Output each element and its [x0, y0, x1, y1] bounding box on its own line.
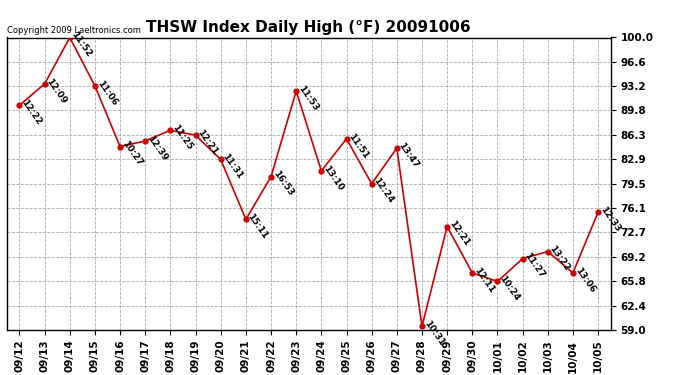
Text: 13:47: 13:47 [397, 141, 421, 170]
Text: 15:11: 15:11 [246, 212, 270, 241]
Text: 11:25: 11:25 [170, 123, 194, 152]
Point [39, 81, 50, 87]
Point [593, 209, 604, 215]
Point [190, 132, 201, 138]
Point [466, 270, 477, 276]
Text: 11:51: 11:51 [346, 132, 371, 160]
Point [542, 249, 553, 255]
Point [567, 270, 578, 276]
Point [266, 174, 277, 180]
Text: 11:06: 11:06 [95, 79, 119, 107]
Point [442, 224, 453, 230]
Text: 13:22: 13:22 [548, 244, 571, 273]
Text: 11:53: 11:53 [296, 84, 320, 112]
Point [290, 88, 302, 94]
Point [391, 145, 402, 151]
Point [316, 168, 327, 174]
Point [341, 136, 352, 142]
Point [240, 216, 251, 222]
Text: 16:53: 16:53 [271, 170, 295, 198]
Point [517, 256, 528, 262]
Point [417, 323, 428, 329]
Text: 11:52: 11:52 [70, 30, 94, 59]
Text: 10:27: 10:27 [120, 140, 144, 168]
Text: Copyright 2009 Laeltronics.com: Copyright 2009 Laeltronics.com [7, 26, 141, 34]
Text: 12:09: 12:09 [45, 76, 68, 105]
Text: 12:24: 12:24 [372, 177, 395, 205]
Text: 12:21: 12:21 [195, 128, 219, 156]
Text: 12:22: 12:22 [19, 98, 43, 127]
Point [64, 34, 75, 40]
Text: 12:33: 12:33 [598, 205, 622, 234]
Text: 13:06: 13:06 [573, 266, 597, 294]
Point [90, 83, 101, 89]
Text: 12:21: 12:21 [447, 219, 471, 248]
Text: 12:11: 12:11 [472, 266, 496, 294]
Text: 12:39: 12:39 [146, 134, 169, 162]
Point [14, 102, 25, 108]
Text: 10:31: 10:31 [422, 319, 446, 348]
Point [115, 144, 126, 150]
Point [492, 279, 503, 285]
Text: 10:24: 10:24 [497, 274, 521, 303]
Point [140, 138, 151, 144]
Text: 11:31: 11:31 [221, 152, 244, 181]
Point [366, 181, 377, 187]
Text: 13:10: 13:10 [322, 164, 345, 192]
Point [165, 127, 176, 133]
Text: 11:27: 11:27 [522, 251, 546, 280]
Title: THSW Index Daily High (°F) 20091006: THSW Index Daily High (°F) 20091006 [146, 20, 471, 35]
Point [215, 156, 226, 162]
